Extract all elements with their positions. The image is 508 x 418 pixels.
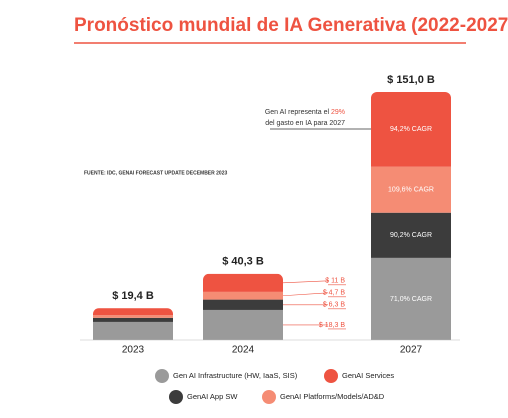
total-label: $ 19,4 B [112,290,154,302]
cagr-label: 94,2% CAGR [390,126,432,133]
legend-swatch [169,390,183,404]
legend-swatch [155,369,169,383]
label-leader [282,280,329,284]
bar-segment [371,257,451,340]
bar-segment [203,273,283,292]
bar-segment [93,308,173,316]
bar-segment [93,321,173,340]
annotation-highlight: 29% [331,109,345,116]
value-label: $ 18,3 B [319,322,345,329]
bar-segment [371,92,451,167]
bar-segment [371,166,451,213]
cagr-label: 109,6% CAGR [388,187,434,194]
bar-stack [371,92,451,340]
legend-label: GenAI App SW [187,392,238,401]
bar-segment [203,299,283,310]
legend-swatch [324,369,338,383]
label-leader [282,292,329,297]
bar-segment [93,315,173,318]
bar-segment [371,212,451,258]
bar-stack [93,308,173,340]
total-label: $ 151,0 B [387,74,435,86]
x-tick-label: 2023 [122,345,145,356]
legend-swatch [262,390,276,404]
value-label: $ 4,7 B [323,290,346,297]
cagr-label: 71,0% CAGR [390,296,432,303]
bar-segment [93,317,173,322]
value-label: $ 6,3 B [323,302,346,309]
legend-label: GenAI Platforms/Models/AD&D [280,392,385,401]
value-label: $ 11 B [325,278,345,285]
annotation: Gen AI representa el 29% [265,109,345,116]
legend-label: GenAI Services [342,371,394,380]
bar-stack [203,273,283,340]
bar-segment [203,309,283,340]
legend-label: Gen AI Infrastructure (HW, IaaS, SIS) [173,371,298,380]
x-tick-label: 2024 [232,345,255,356]
chart-title: Pronóstico mundial de IA Generativa (202… [74,15,508,36]
annotation-text: Gen AI representa el [265,109,331,116]
bar-segment [203,291,283,300]
cagr-label: 90,2% CAGR [390,232,432,239]
x-tick-label: 2027 [400,345,423,356]
total-label: $ 40,3 B [222,256,264,268]
annotation-text: del gasto en IA para 2027 [265,120,345,127]
source: FUENTE: IDC, GENAI FORECAST UPDATE DECEM… [84,170,227,176]
